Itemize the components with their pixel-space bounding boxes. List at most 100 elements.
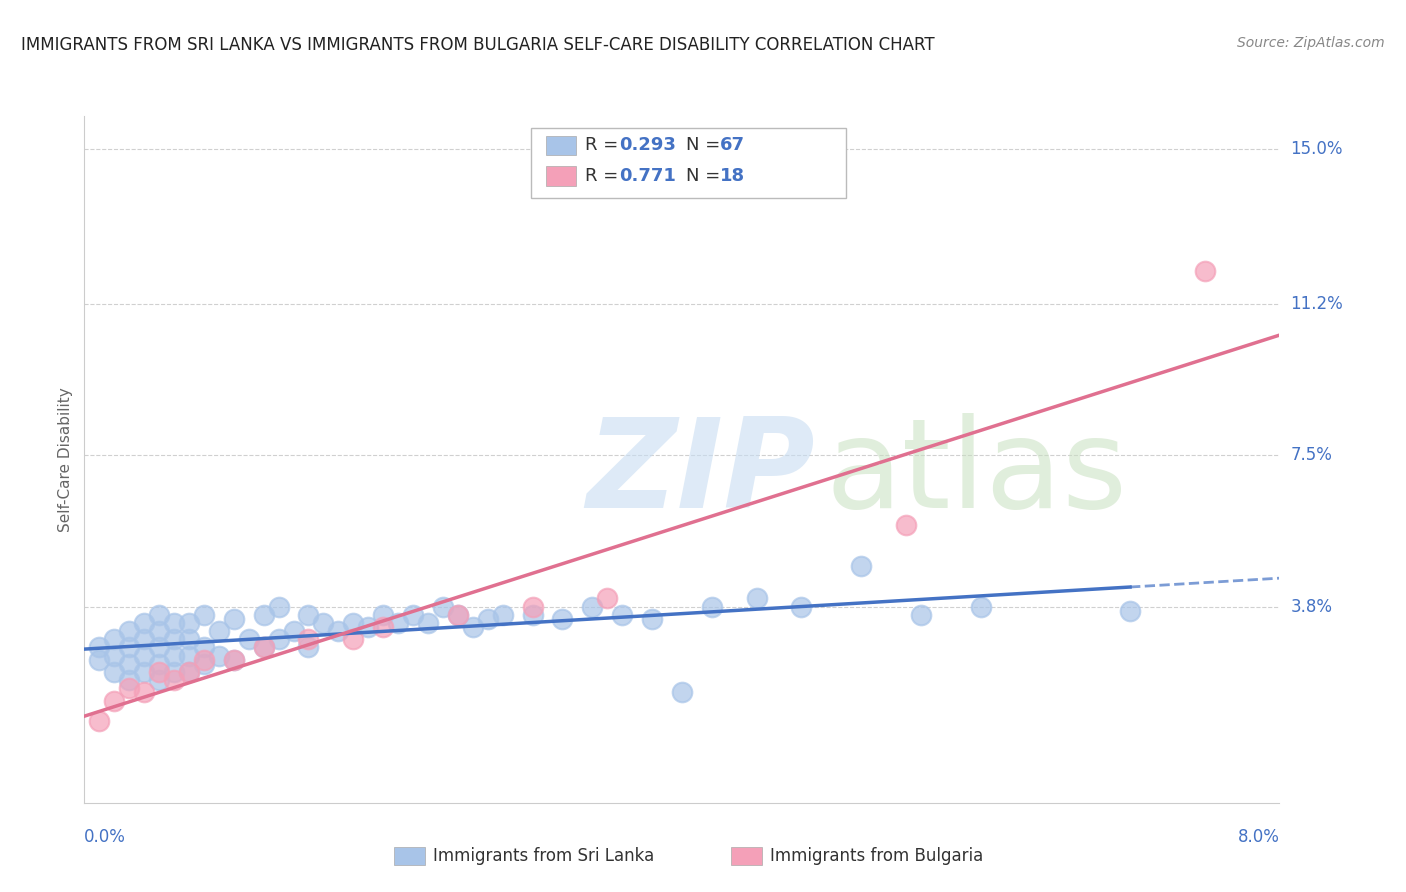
Point — [297, 607, 319, 622]
Point — [432, 599, 454, 614]
Point — [297, 640, 319, 655]
Point — [148, 673, 170, 688]
Text: Source: ZipAtlas.com: Source: ZipAtlas.com — [1237, 36, 1385, 50]
Point — [118, 640, 141, 655]
Point — [253, 607, 276, 622]
Point — [612, 607, 634, 622]
Point — [447, 607, 470, 622]
Point — [373, 607, 395, 622]
Point — [267, 599, 290, 614]
Point — [222, 653, 245, 667]
Point — [416, 615, 439, 630]
Point — [477, 612, 499, 626]
Text: Immigrants from Sri Lanka: Immigrants from Sri Lanka — [433, 847, 654, 865]
Y-axis label: Self-Care Disability: Self-Care Disability — [58, 387, 73, 532]
Point — [208, 648, 231, 663]
Text: 15.0%: 15.0% — [1291, 140, 1343, 158]
Point — [745, 591, 768, 606]
Point — [103, 665, 125, 679]
Text: N =: N = — [686, 136, 725, 154]
Point — [148, 607, 170, 622]
Point — [163, 632, 186, 647]
Point — [253, 640, 276, 655]
Point — [177, 665, 200, 679]
Point — [402, 607, 425, 622]
Point — [103, 648, 125, 663]
Point — [89, 653, 111, 667]
Text: N =: N = — [686, 167, 725, 185]
Point — [132, 632, 156, 647]
Point — [253, 640, 276, 655]
Point — [222, 612, 245, 626]
Point — [89, 714, 111, 728]
Point — [283, 624, 305, 639]
Text: 11.2%: 11.2% — [1291, 295, 1343, 313]
Point — [596, 591, 619, 606]
Point — [148, 657, 170, 671]
Point — [910, 607, 932, 622]
Point — [461, 620, 484, 634]
Text: R =: R = — [585, 167, 624, 185]
Point — [581, 599, 603, 614]
Point — [163, 673, 186, 688]
Point — [148, 665, 170, 679]
Point — [342, 632, 364, 647]
Point — [373, 620, 395, 634]
Point — [193, 640, 215, 655]
Point — [328, 624, 350, 639]
Text: Immigrants from Bulgaria: Immigrants from Bulgaria — [770, 847, 984, 865]
Point — [177, 632, 200, 647]
Point — [357, 620, 380, 634]
Text: IMMIGRANTS FROM SRI LANKA VS IMMIGRANTS FROM BULGARIA SELF-CARE DISABILITY CORRE: IMMIGRANTS FROM SRI LANKA VS IMMIGRANTS … — [21, 36, 935, 54]
Text: 18: 18 — [720, 167, 745, 185]
Point — [118, 673, 141, 688]
Point — [177, 648, 200, 663]
Point — [1119, 604, 1142, 618]
Point — [342, 615, 364, 630]
Point — [522, 599, 544, 614]
Point — [132, 685, 156, 699]
Point — [118, 624, 141, 639]
Point — [238, 632, 260, 647]
Text: ZIP: ZIP — [586, 413, 815, 533]
Text: atlas: atlas — [825, 413, 1128, 533]
Point — [641, 612, 664, 626]
Text: R =: R = — [585, 136, 624, 154]
Point — [267, 632, 290, 647]
Point — [163, 665, 186, 679]
Point — [132, 648, 156, 663]
Point — [193, 657, 215, 671]
Point — [163, 615, 186, 630]
Point — [790, 599, 813, 614]
Point — [193, 607, 215, 622]
Text: 3.8%: 3.8% — [1291, 598, 1333, 615]
Point — [297, 632, 319, 647]
Point — [103, 632, 125, 647]
Point — [148, 624, 170, 639]
Text: 0.0%: 0.0% — [84, 828, 127, 846]
Text: 8.0%: 8.0% — [1237, 828, 1279, 846]
Point — [118, 681, 141, 696]
Point — [193, 653, 215, 667]
Point — [447, 607, 470, 622]
Point — [103, 693, 125, 707]
Point — [970, 599, 993, 614]
Text: 0.771: 0.771 — [619, 167, 675, 185]
Text: 7.5%: 7.5% — [1291, 446, 1333, 465]
Point — [312, 615, 335, 630]
Point — [551, 612, 574, 626]
Point — [208, 624, 231, 639]
Point — [177, 665, 200, 679]
Point — [894, 517, 917, 532]
Point — [177, 615, 200, 630]
Point — [700, 599, 723, 614]
Point — [163, 648, 186, 663]
Text: 67: 67 — [720, 136, 745, 154]
Point — [132, 665, 156, 679]
Point — [522, 607, 544, 622]
Point — [148, 640, 170, 655]
Point — [132, 615, 156, 630]
Point — [1194, 264, 1216, 278]
Point — [492, 607, 515, 622]
Point — [387, 615, 409, 630]
